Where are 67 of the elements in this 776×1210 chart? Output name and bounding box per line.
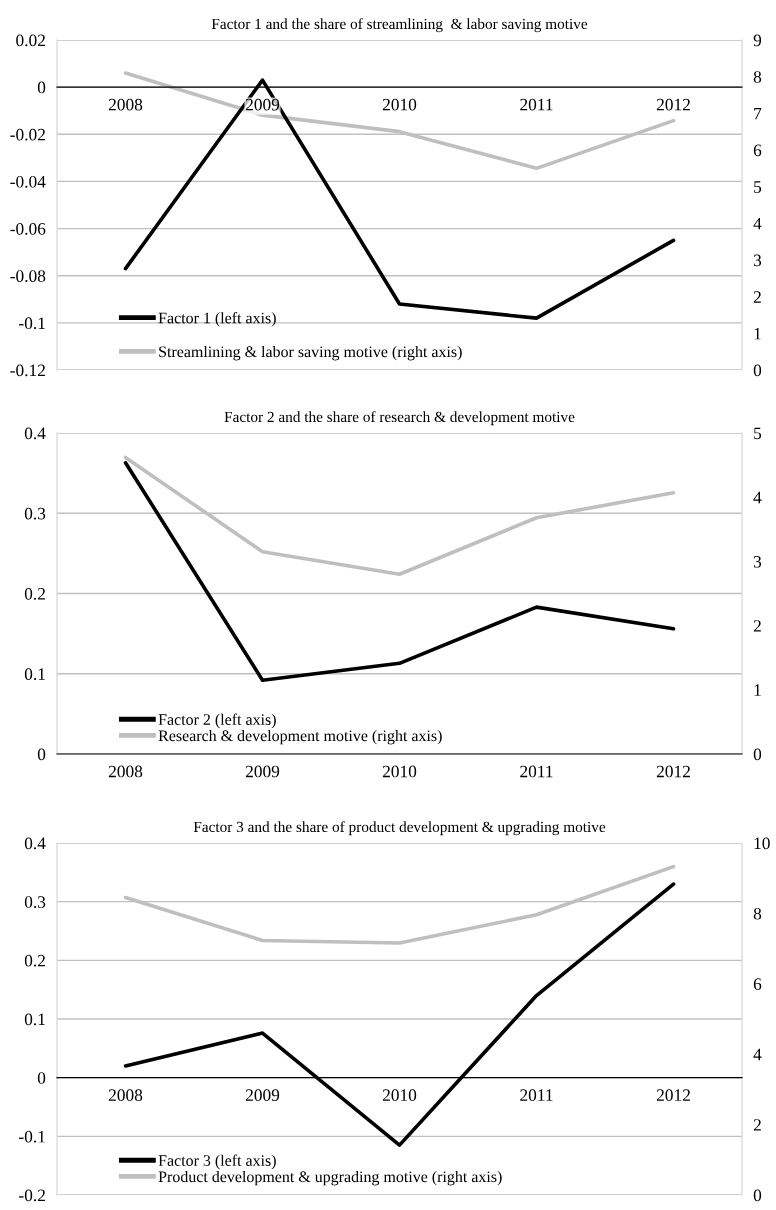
y-tick-label: -0.1 — [19, 317, 45, 330]
y2-tick-label: 1 — [754, 327, 761, 340]
y2-tick-label: 8 — [753, 71, 762, 83]
y-tick-label: -0.02 — [10, 128, 45, 141]
y-tick-label: -0.12 — [10, 364, 45, 377]
y-tick-label: 0.02 — [16, 34, 45, 47]
x-tick-label: 2011 — [520, 1089, 553, 1101]
y2-tick-label: 2 — [753, 1119, 761, 1131]
legend-label: Streamlining & labor saving motive (right axis) — [159, 345, 462, 361]
line-series — [123, 460, 676, 682]
y2-tick-label: 3 — [753, 555, 762, 568]
y2-tick-label: 4 — [753, 217, 762, 230]
chart-title: Factor 3 and the share of product development & upgrading motive — [193, 821, 606, 836]
y2-tick-label: 5 — [754, 181, 762, 193]
y-tick-label: -0.2 — [19, 1189, 45, 1202]
y2-tick-label: 1 — [754, 684, 761, 696]
y2-tick-label: 4 — [753, 1048, 762, 1061]
x-tick-label: 2012 — [656, 98, 690, 111]
y2-tick-label: 2 — [753, 291, 761, 303]
y-tick-label: 0 — [37, 748, 46, 761]
legend-label: Factor 2 (left axis) — [158, 713, 276, 729]
y2-tick-label: 6 — [753, 978, 762, 990]
legend-label: Factor 3 (left axis) — [158, 1154, 276, 1170]
legend-label: Research & development motive (right axis) — [158, 729, 442, 745]
x-tick-label: 2008 — [108, 765, 143, 778]
x-tick-label: 2010 — [382, 98, 417, 111]
legend-label: Factor 1 (left axis) — [158, 311, 276, 327]
legend-label: Product development & upgrading motive (right axis) — [158, 1170, 502, 1186]
y2-tick-label: 0 — [753, 1189, 762, 1202]
chart-title: Factor 2 and the share of research & development motive — [224, 411, 575, 426]
x-tick-label: 2010 — [382, 765, 417, 778]
y-tick-label: -0.1 — [19, 1130, 45, 1143]
y2-tick-label: 9 — [753, 34, 762, 47]
x-tick-label: 2012 — [656, 1089, 690, 1101]
y2-tick-label: 7 — [754, 107, 762, 120]
y-tick-label: 0.1 — [24, 1013, 45, 1026]
y-tick-label: 0.3 — [24, 896, 46, 908]
y-tick-label: 0.3 — [24, 507, 46, 520]
x-tick-label: 2010 — [382, 1089, 417, 1101]
y2-tick-label: 10 — [754, 837, 770, 850]
x-tick-label: 2011 — [520, 98, 553, 111]
y2-tick-label: 6 — [753, 144, 762, 157]
x-tick-label: 2008 — [108, 1089, 143, 1101]
y2-tick-label: 3 — [753, 254, 762, 267]
y2-tick-label: 8 — [753, 907, 762, 920]
x-tick-label: 2008 — [108, 98, 143, 111]
y-tick-label: -0.06 — [10, 223, 46, 235]
y-tick-label: 0.4 — [24, 427, 46, 440]
y2-tick-label: 2 — [753, 620, 761, 632]
y-tick-label: 0 — [37, 1072, 46, 1084]
x-tick-label: 2009 — [245, 1089, 280, 1101]
y-tick-label: -0.04 — [10, 175, 46, 188]
y2-tick-label: 4 — [753, 491, 762, 504]
y-tick-label: 0.2 — [24, 587, 45, 600]
x-tick-label: 2009 — [245, 765, 280, 778]
y2-tick-label: 0 — [753, 748, 762, 761]
x-tick-label: 2009 — [245, 98, 280, 111]
y-tick-label: -0.08 — [10, 270, 46, 282]
chart-title: Factor 1 and the share of streamlining & labor saving motive — [211, 18, 588, 33]
y2-tick-label: 5 — [754, 427, 762, 440]
y-tick-label: 0 — [37, 81, 46, 94]
y-tick-label: 0.4 — [24, 837, 46, 850]
x-tick-label: 2012 — [656, 765, 690, 778]
y2-tick-label: 0 — [753, 364, 762, 377]
y-tick-label: 0.2 — [24, 954, 45, 967]
y-tick-label: 0.1 — [24, 668, 45, 681]
x-tick-label: 2011 — [520, 765, 553, 778]
